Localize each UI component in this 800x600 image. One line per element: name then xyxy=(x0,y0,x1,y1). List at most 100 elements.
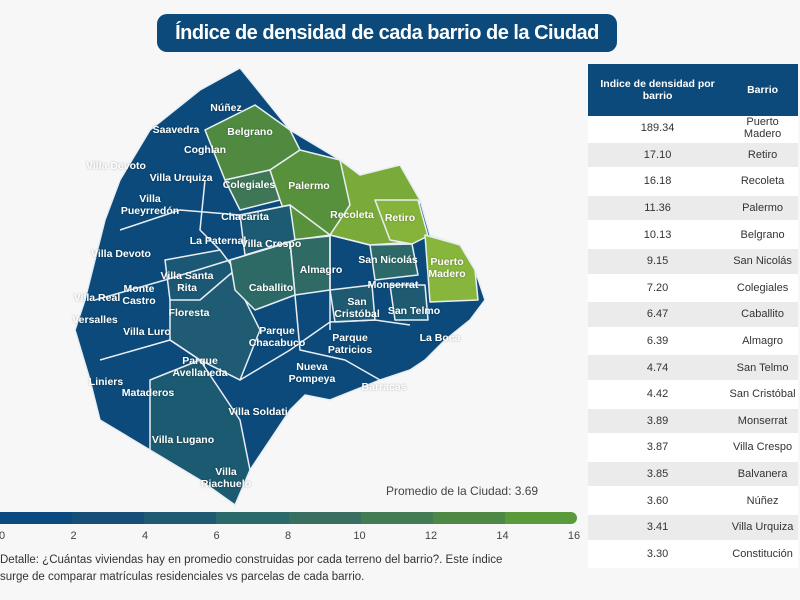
density-cell: 3.30 xyxy=(588,540,728,569)
density-cell: 6.39 xyxy=(588,327,728,356)
barrio-cell: Caballito xyxy=(727,301,798,329)
density-cell: 3.89 xyxy=(588,407,728,436)
city-map xyxy=(74,67,486,506)
barrio-cell: Retiro xyxy=(727,141,798,170)
barrio-cell: Monserrat xyxy=(727,407,798,436)
table-row: 3.30 Constitución xyxy=(588,540,798,569)
scale-tick: 8 xyxy=(284,530,292,542)
scale-segment xyxy=(504,512,577,524)
map-label: San Nicolás xyxy=(358,254,418,266)
note-line: surge de comparar matrículas residencial… xyxy=(0,571,365,583)
map-label: Villa Riachuelo xyxy=(200,466,252,490)
barrio-cell: Villa Urquiza xyxy=(727,513,798,542)
table-row: 3.41 Villa Urquiza xyxy=(588,513,798,542)
map-label: Nueva Pompeya xyxy=(288,361,336,385)
map-label: Liniers xyxy=(88,376,124,388)
table-row: 4.74 San Telmo xyxy=(588,354,798,382)
density-cell: 11.36 xyxy=(588,194,728,223)
barrio-cell: San Telmo xyxy=(727,354,798,382)
barrio-cell: Colegiales xyxy=(727,274,798,303)
scale-tick: 0 xyxy=(0,530,6,542)
density-cell: 10.13 xyxy=(588,221,728,249)
barrio-cell: Núñez xyxy=(727,487,798,515)
density-cell: 6.47 xyxy=(588,301,728,329)
density-cell: 3.60 xyxy=(588,487,728,515)
map-label: La Boca xyxy=(419,332,461,344)
barrio-cell: San Nicolás xyxy=(727,247,798,276)
density-cell: 4.74 xyxy=(588,354,728,382)
density-cell: 16.18 xyxy=(588,168,728,196)
table-row: 3.85 Balvanera xyxy=(588,460,798,489)
scale-tick: 2 xyxy=(70,530,77,542)
map-label: Puerto Madero xyxy=(428,256,466,280)
map-label: Colegiales xyxy=(222,179,276,191)
scale-tick: 6 xyxy=(213,530,220,542)
table-row: 10.13 Belgrano xyxy=(588,221,798,249)
table-row: 16.18 Recoleta xyxy=(588,168,798,196)
scale-segment xyxy=(360,512,433,524)
table-row: 6.39 Almagro xyxy=(588,327,798,356)
region-san-nicolas xyxy=(369,243,419,281)
scale-segment xyxy=(72,512,145,524)
region-retiro xyxy=(374,199,429,245)
scale-segment xyxy=(432,512,505,524)
map-label: Caballito xyxy=(248,282,294,294)
map-label: San Cristóbal xyxy=(334,296,380,320)
scale-tick: 4 xyxy=(141,530,149,542)
map-label: Retiro xyxy=(384,212,416,224)
map-label: Núñez xyxy=(210,102,242,114)
map-label: Versalles xyxy=(72,314,118,326)
density-cell: 7.20 xyxy=(588,274,728,303)
map-label: Monserrat xyxy=(367,279,419,291)
table-row: 17.10 Retiro xyxy=(588,141,798,170)
map-label: Villa Devoto xyxy=(91,248,151,260)
map-label: Villa Urquiza xyxy=(149,172,213,184)
region-villa-lugano xyxy=(149,359,251,506)
scale-tick: 12 xyxy=(424,530,438,542)
barrio-cell: Villa Crespo xyxy=(727,434,798,462)
table-row: 6.47 Caballito xyxy=(588,301,798,329)
map-label: La Paternal xyxy=(189,235,247,247)
barrio-cell: Balvanera xyxy=(727,460,798,489)
barrio-cell: San Cristóbal xyxy=(727,380,798,409)
detail-note: Detalle: ¿Cuántas viviendas hay en prome… xyxy=(0,552,590,586)
map-label: Villa Real xyxy=(73,292,121,304)
map-label: Villa Luro xyxy=(123,326,171,338)
map-label: Chacarita xyxy=(221,211,269,223)
map-label: Recoleta xyxy=(330,209,374,221)
map-label: Villa Soldati xyxy=(228,406,288,418)
city-average: Promedio de la Ciudad: 3.69 xyxy=(386,484,539,498)
table-row: 189.34 Puerto Madero xyxy=(588,116,798,143)
barrio-cell: Belgrano xyxy=(727,221,798,249)
density-cell: 4.42 xyxy=(588,380,728,409)
density-cell: 3.87 xyxy=(588,434,728,462)
scale-segment xyxy=(288,512,361,524)
header-barrio: Barrio xyxy=(727,64,798,116)
density-cell: 189.34 xyxy=(588,116,728,143)
map-label: Villa Crespo xyxy=(240,238,302,250)
map-label: Villa Pueyrredón xyxy=(120,193,180,217)
scale-tick: 16 xyxy=(567,530,581,542)
map-label: Villa Lugano xyxy=(151,434,215,446)
map-label: San Telmo xyxy=(387,305,441,317)
map-label: Parque Chacabuco xyxy=(248,325,306,349)
density-cell: 9.15 xyxy=(588,247,728,276)
region-puerto-madero xyxy=(424,234,479,303)
map-label: Villa Santa Rita xyxy=(160,270,214,294)
density-cell: 3.85 xyxy=(588,460,728,489)
page-title: Índice de densidad de cada barrio de la … xyxy=(157,14,617,52)
map-label: Mataderos xyxy=(121,387,175,399)
map-label: Monte Castro xyxy=(122,283,156,307)
density-table: Indice de densidad por barrio Barrio 189… xyxy=(588,64,798,569)
map-label: Coghlan xyxy=(184,144,226,156)
scale-tick: 10 xyxy=(353,530,366,542)
scale-segment xyxy=(144,512,217,524)
color-scale-bar xyxy=(0,512,577,524)
map-label: Palermo xyxy=(288,180,330,192)
table-row: 3.89 Monserrat xyxy=(588,407,798,436)
map-label: Parque Patricios xyxy=(327,332,373,356)
map-label: Floresta xyxy=(168,307,210,319)
map-label: Almagro xyxy=(299,264,343,276)
table-row: 4.42 San Cristóbal xyxy=(588,380,798,409)
region-floresta xyxy=(164,249,236,301)
